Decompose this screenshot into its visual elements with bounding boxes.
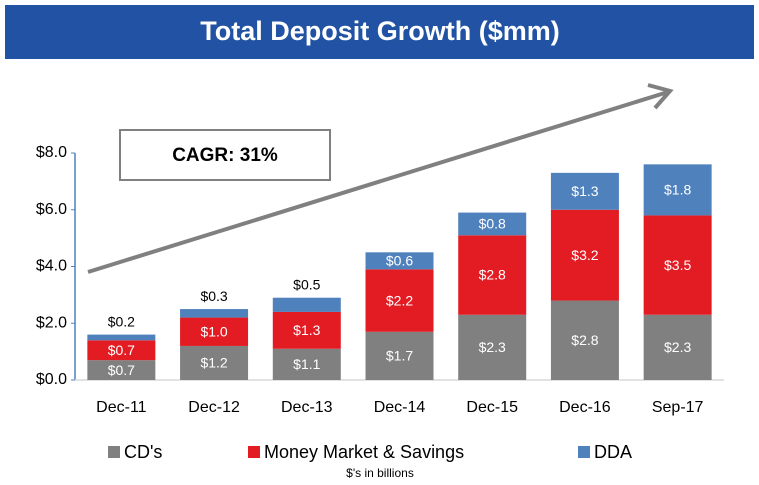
legend-label: DDA [594, 442, 632, 462]
bar-segment [180, 345, 249, 380]
value-label: $2.8 [571, 332, 598, 348]
x-tick-label: Dec-11 [96, 399, 146, 416]
value-label: $1.2 [200, 355, 227, 371]
y-tick-label: $2.0 [36, 314, 67, 331]
value-label: $0.7 [108, 362, 135, 378]
value-label: $1.3 [571, 183, 598, 199]
chart-title: Total Deposit Growth ($mm) [200, 16, 560, 46]
value-label: $0.3 [200, 288, 227, 304]
bar-segment [458, 212, 527, 236]
y-tick-label: $8.0 [36, 144, 67, 161]
value-label: $0.5 [293, 276, 320, 292]
annotation-box [119, 129, 331, 181]
footnote: $'s in billions [346, 466, 414, 480]
bar-segment [87, 360, 156, 380]
bar-segment [643, 314, 712, 380]
legend-swatch [248, 446, 260, 458]
legend-label: Money Market & Savings [264, 442, 464, 462]
bar-segment [643, 215, 712, 315]
bar-segment [365, 269, 434, 332]
bar-segment [550, 172, 619, 210]
bar-segment [365, 252, 434, 270]
value-label: $2.2 [386, 292, 413, 308]
value-label: $1.0 [200, 323, 227, 339]
value-label: $3.2 [571, 247, 598, 263]
title-banner [5, 5, 754, 59]
value-label: $1.8 [664, 182, 691, 198]
x-tick-label: Dec-16 [559, 399, 611, 416]
bar-segment [272, 311, 341, 349]
value-label: $2.3 [664, 339, 691, 355]
bar-segment [87, 334, 156, 341]
y-tick-label: $0.0 [36, 371, 67, 388]
annotation: CAGR: 31% [172, 145, 278, 166]
value-label: $3.5 [664, 257, 691, 273]
bar-segment [550, 300, 619, 380]
legend-label: CD's [124, 442, 162, 462]
value-label: $2.8 [479, 267, 506, 283]
bar-segment [643, 164, 712, 216]
bar-segment [272, 348, 341, 380]
legend-swatch [108, 446, 120, 458]
bar-segment [365, 331, 434, 380]
bar-segment [87, 340, 156, 361]
x-tick-label: Dec-14 [374, 399, 426, 416]
value-label: $1.7 [386, 348, 413, 364]
value-label: $0.7 [108, 342, 135, 358]
x-tick-label: Dec-15 [466, 399, 518, 416]
bar-segment [550, 209, 619, 301]
bar-segment [180, 317, 249, 346]
bar-segment [180, 309, 249, 318]
y-tick-label: $4.0 [36, 258, 67, 275]
x-tick-label: Dec-12 [188, 399, 240, 416]
bar-segment [458, 235, 527, 315]
y-tick-label: $6.0 [36, 201, 67, 218]
growth-arrow [87, 90, 669, 274]
value-label: $1.1 [293, 356, 320, 372]
x-tick-label: Sep-17 [652, 399, 704, 416]
x-tick-label: Dec-13 [281, 399, 333, 416]
legend-swatch [578, 446, 590, 458]
value-label: $2.3 [479, 339, 506, 355]
arrow-head [647, 83, 674, 110]
bar-segment [458, 314, 527, 380]
value-label: $0.6 [386, 253, 413, 269]
value-label: $0.8 [479, 216, 506, 232]
value-label: $0.2 [108, 313, 135, 329]
value-label: $1.3 [293, 322, 320, 338]
bar-segment [272, 297, 341, 312]
